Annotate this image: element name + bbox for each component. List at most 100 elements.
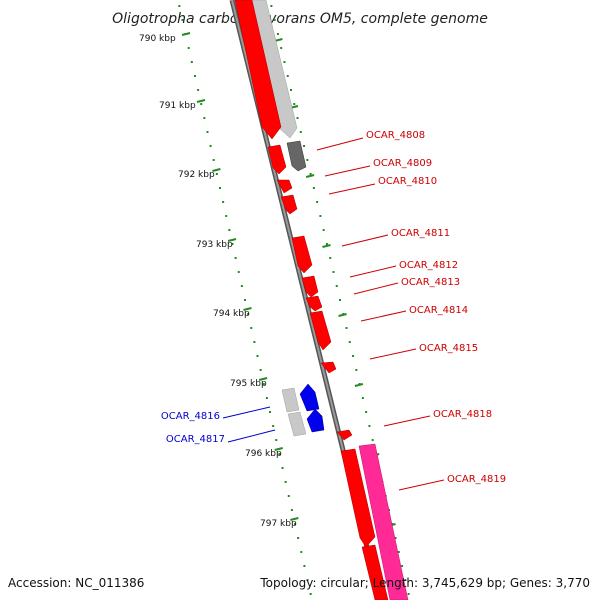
gene-label[interactable]: OCAR_4813 [401,277,460,288]
gene-feature-ocar-4810[interactable] [276,179,293,194]
gene-feature-ocar-4816[interactable] [299,383,320,412]
gene-label[interactable]: OCAR_4814 [409,305,468,316]
gene-label[interactable]: OCAR_4816 [161,411,220,422]
callout-lines [222,137,445,491]
gene-label[interactable]: OCAR_4818 [433,409,492,420]
outer-ruler-dot [407,593,410,595]
gene-feature-ocar-4812[interactable] [301,275,319,298]
ruler-dot [181,19,184,21]
gene-label[interactable]: OCAR_4809 [373,158,432,169]
ruler-dot [262,383,265,385]
topology-summary: Topology: circular; Length: 3,745,629 bp… [259,576,590,590]
ruler-dot [250,327,253,329]
tick-label: 792 kbp [178,170,215,180]
gene-feature-pink[interactable] [358,443,409,600]
ruler-dot [231,243,234,245]
gene-feature-ocar-4807[interactable] [234,0,282,140]
outer-ruler-dot [361,397,364,399]
tick-label: 797 kbp [260,519,297,529]
outer-ruler-dot [352,355,355,357]
ruler-dot [256,355,259,357]
gene-label[interactable]: OCAR_4817 [166,434,225,445]
ruler-dot [247,313,250,315]
gene-feature-ocar-4813[interactable] [305,295,323,312]
outer-ruler-dot [270,5,273,7]
ruler-dot [275,439,278,441]
outer-ruler-dot [329,257,332,259]
outer-ruler-dot [345,327,348,329]
ruler-dot [218,187,221,189]
gene-label[interactable]: OCAR_4810 [378,176,437,187]
ruler-dot [206,131,209,133]
outer-ruler-dot [397,551,400,553]
outer-ruler-dot [306,159,309,161]
outer-ruler-tick [305,174,315,178]
ruler-dot [225,215,228,217]
ruler-dot [272,425,275,427]
outer-ruler-dot [280,47,283,49]
ruler-tick [212,168,221,172]
ruler-dot [209,145,212,147]
ruler [178,5,312,595]
ruler-dot [269,411,272,413]
gene-feature-ocar-4815[interactable] [320,361,337,374]
outer-ruler-dot [276,33,279,35]
outer-ruler-dot [394,537,397,539]
ruler-dot [297,537,300,539]
outer-ruler-dot [312,187,315,189]
ruler-dot [228,229,231,231]
outer-ruler-dot [335,285,338,287]
gene-feature-ocar-4809[interactable] [267,144,287,175]
outer-ruler-dot [339,299,341,301]
gene-label[interactable]: OCAR_4811 [391,228,450,239]
gene-label[interactable]: OCAR_4812 [399,260,458,271]
gene-feature-ocar-4819[interactable] [340,448,376,548]
map-title: Oligotropha carboxidovorans OM5, complet… [112,11,488,27]
ruler-dot [287,495,290,497]
ruler-dot [234,257,237,259]
outer-ruler-dot [355,369,358,371]
gene-label[interactable]: OCAR_4819 [447,474,506,485]
ruler-dot [259,369,262,371]
gene-feature-ocar-4814[interactable] [309,310,332,351]
ruler-dot [200,103,203,105]
outer-ruler-dot [325,243,328,245]
outer-ruler-dot [273,19,276,21]
ruler-tick [290,517,299,521]
ruler-dot [190,61,193,63]
ruler-tick [258,377,268,381]
gene-feature-pseudo-4817[interactable] [287,411,307,437]
gene-feature-ocar-4817[interactable] [306,408,325,433]
ruler-dot [178,5,181,7]
ruler-tick [181,32,191,36]
gene-label[interactable]: OCAR_4808 [366,130,425,141]
gene-feature-pseudo-4816[interactable] [281,387,300,413]
gene-feature-ocar-4808[interactable] [286,140,307,172]
tick-label: 795 kbp [230,379,267,389]
gene-feature-ocar-4820[interactable] [361,544,389,600]
gene-feature-ocar-4811[interactable] [291,235,313,274]
gene-feature-ocar-4811-a[interactable] [280,194,298,215]
outer-ruler-dot [296,117,299,119]
gene-label[interactable]: OCAR_4815 [419,343,478,354]
ruler-dot [215,173,218,175]
outer-ruler-dot [365,411,368,413]
outer-ruler-dot [404,579,407,581]
outer-ruler-dot [368,425,371,427]
ruler-dot [187,47,190,49]
ruler-dot [244,299,246,301]
ruler-dot [309,593,312,595]
ruler-dot [278,453,281,455]
ruler-dot [284,481,287,483]
outer-ruler-tick [322,244,331,248]
outer-ruler-dot [303,145,306,147]
ruler-dot [290,509,293,511]
gene-feature-ocar-4818[interactable] [336,429,353,441]
ruler-dot [222,201,225,203]
gene-labels: OCAR_4808 OCAR_4809 OCAR_4810 OCAR_4811 … [161,130,506,485]
outer-ruler-dot [316,201,319,203]
outer-ruler-dot [283,61,286,63]
outer-ruler-tick [354,383,364,387]
tick-label: 794 kbp [213,309,250,319]
ruler-dot [197,89,200,91]
